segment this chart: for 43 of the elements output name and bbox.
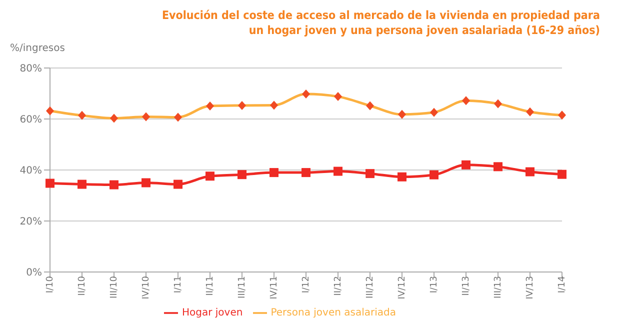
x-tick-label: III/12	[365, 276, 376, 298]
x-tick-label: II/13	[461, 276, 472, 296]
point	[526, 167, 534, 176]
point	[206, 172, 214, 181]
x-tick-label: IV/13	[525, 276, 536, 300]
x-tick-label: I/13	[429, 276, 440, 294]
x-tick-label: I/14	[557, 276, 568, 294]
point	[270, 168, 278, 178]
point	[142, 178, 150, 188]
point	[398, 172, 406, 182]
x-tick-label: IV/12	[397, 276, 408, 300]
x-tick-label: IV/10	[141, 276, 152, 300]
y-tick-label: 0%	[26, 268, 42, 279]
point	[174, 180, 182, 189]
y-tick-label: 20%	[20, 216, 42, 228]
x-tick-label: III/10	[109, 276, 120, 298]
point	[494, 162, 502, 172]
point	[46, 178, 54, 188]
point	[302, 168, 310, 178]
chart-title: Evolución del coste de acceso al mercado de la vivienda en propiedad para un hogar joven y una persona joven asalariada (16-29 años)	[160, 8, 600, 38]
point	[238, 170, 246, 180]
point	[334, 166, 342, 176]
point	[462, 160, 470, 170]
y-tick-label: 80%	[20, 64, 42, 75]
x-tick-label: II/11	[205, 276, 216, 296]
x-tick-label: I/12	[301, 276, 312, 294]
point	[110, 180, 118, 190]
x-tick-label: IV/11	[269, 276, 280, 300]
point	[558, 170, 566, 179]
x-tick-label: I/11	[173, 276, 184, 294]
legend-label: Persona joven asalariada	[270, 308, 396, 319]
y-tick-label: 40%	[20, 166, 42, 177]
x-tick-label: III/13	[493, 276, 504, 298]
x-tick-label: II/10	[77, 276, 88, 296]
point	[78, 180, 86, 189]
x-tick-label: I/10	[45, 276, 56, 294]
y-tick-label: 60%	[20, 114, 42, 126]
y-axis-title: %/ingresos	[10, 43, 65, 54]
legend-label: Hogar joven	[182, 308, 243, 319]
x-tick-label: II/12	[333, 276, 344, 296]
point	[366, 169, 374, 178]
point	[430, 170, 438, 180]
x-tick-label: III/11	[237, 276, 248, 298]
